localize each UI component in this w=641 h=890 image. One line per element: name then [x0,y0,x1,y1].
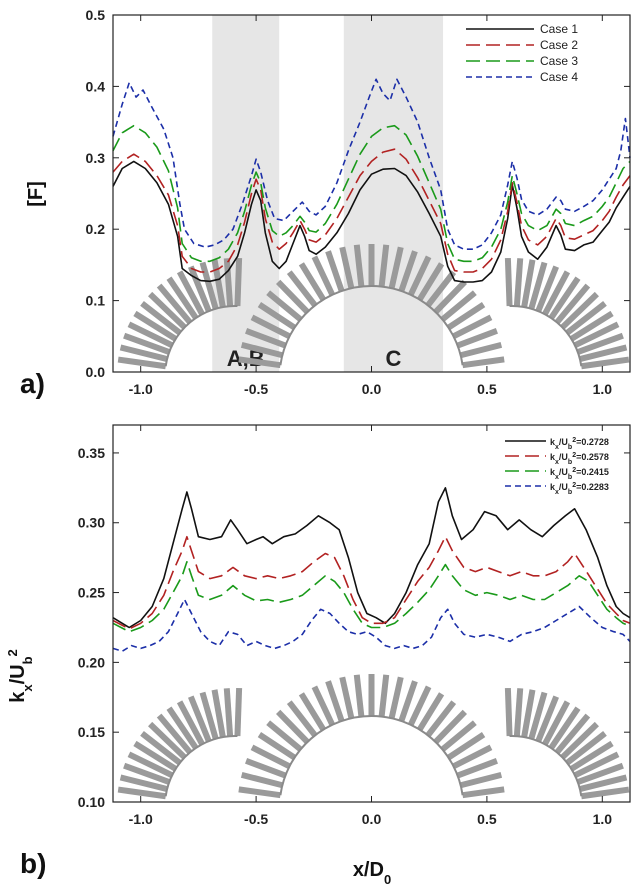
axes: -1.0 -0.5 0.0 0.5 1.0 0.0 0.1 0.2 0.3 0.4 0.5 [86,7,630,397]
legend-label: Case 1 [540,22,578,36]
nozzle-ring [504,257,630,370]
x-tick-label: 0.0 [362,381,382,397]
y-tick-label: 0.30 [78,515,105,531]
legend-label: Case 3 [540,54,578,68]
y-tick-label: 0.3 [86,150,106,166]
y-tick-label: 0.25 [78,585,105,601]
x-axis-label: x/D0 [353,859,391,887]
nozzle-ring [117,687,243,800]
x-tick-label: 0.0 [362,811,382,827]
legend-label: kx/Ub2=0.2728 [550,437,609,451]
series-line [112,487,631,629]
region-shading: A,BC [212,15,444,372]
region-label: C [385,346,401,371]
legend-label: kx/Ub2=0.2415 [550,467,609,481]
y-tick-label: 0.4 [86,78,106,94]
series-group [112,487,631,652]
series-line [112,561,631,633]
panel-a: A,BC -1.0 -0.5 0.0 0.5 1.0 0.0 0.1 0.2 0.3 0.4 0.5… [20,7,631,399]
y-tick-label: 0.15 [78,724,105,740]
legend-label: Case 2 [540,38,578,52]
nozzle-ring [238,674,505,799]
series-line [112,160,631,283]
panel-label: a) [20,368,45,399]
y-tick-label: 0.10 [78,794,105,810]
x-tick-label: -1.0 [129,811,153,827]
series-line [112,148,631,273]
y-tick-label: 0.5 [86,7,106,23]
x-tick-label: -1.0 [129,381,153,397]
nozzle-ring [238,244,505,369]
x-tick-label: 0.5 [477,811,497,827]
x-tick-label: 1.0 [593,381,613,397]
series-line [112,598,631,652]
nozzle-illustration [117,674,630,800]
legend-label: kx/Ub2=0.2578 [550,452,609,466]
legend-label: kx/Ub2=0.2283 [550,482,609,496]
x-tick-label: 1.0 [593,811,613,827]
nozzle-ring [117,257,243,370]
legend: kx/Ub2=0.2728kx/Ub2=0.2578kx/Ub2=0.2415k… [505,437,609,496]
series-line [112,124,631,263]
y-tick-label: 0.1 [86,293,106,309]
x-tick-label: 0.5 [477,381,497,397]
y-tick-label: 0.2 [86,221,106,237]
x-tick-label: -0.5 [244,811,268,827]
nozzle-illustration [117,244,630,370]
y-tick-label: 0.35 [78,445,105,461]
axes: -1.0 -0.5 0.0 0.5 1.0 0.10 0.15 0.20 0.25 0.30 0.3… [78,425,630,827]
y-tick-label: 0.20 [78,654,105,670]
x-tick-label: -0.5 [244,381,268,397]
series-line [112,535,631,630]
panel-b: -1.0 -0.5 0.0 0.5 1.0 0.10 0.15 0.20 0.25 0.30 0.3… [5,424,631,887]
panel-label: b) [20,848,46,879]
shaded-region [212,15,280,372]
legend: Case 1 Case 2 Case 3 Case 4 [466,22,578,84]
series-line [112,78,631,250]
y-tick-label: 0.0 [86,364,106,380]
series-group [112,78,631,283]
nozzle-ring [504,687,630,800]
y-axis-label: [F] [25,181,47,207]
legend-label: Case 4 [540,70,578,84]
y-axis-label: kx/Ub2 [5,649,35,703]
